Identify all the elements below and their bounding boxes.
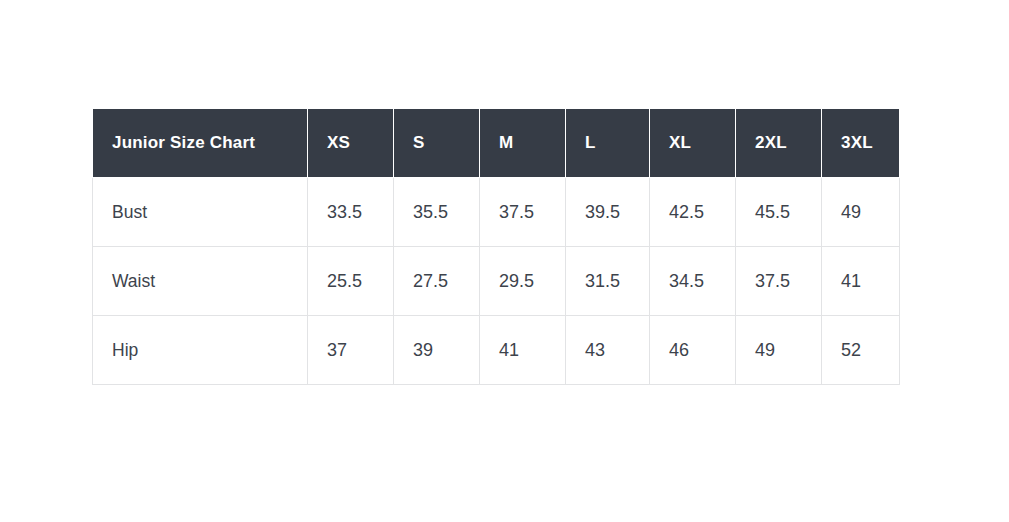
cell-waist-xl: 34.5 [650,247,736,316]
col-header-l: L [566,109,650,178]
cell-hip-m: 41 [480,316,566,385]
row-label-waist: Waist [93,247,308,316]
col-header-2xl: 2XL [736,109,822,178]
cell-bust-xs: 33.5 [308,178,394,247]
col-header-s: S [394,109,480,178]
col-header-xl: XL [650,109,736,178]
cell-waist-3xl: 41 [822,247,900,316]
cell-bust-m: 37.5 [480,178,566,247]
cell-waist-s: 27.5 [394,247,480,316]
cell-hip-s: 39 [394,316,480,385]
col-header-xs: XS [308,109,394,178]
row-label-bust: Bust [93,178,308,247]
table-row-hip: Hip 37 39 41 43 46 49 52 [93,316,900,385]
cell-waist-l: 31.5 [566,247,650,316]
table-row-bust: Bust 33.5 35.5 37.5 39.5 42.5 45.5 49 [93,178,900,247]
cell-bust-3xl: 49 [822,178,900,247]
cell-bust-2xl: 45.5 [736,178,822,247]
junior-size-chart-table: Junior Size Chart XS S M L XL 2XL 3XL Bu… [92,108,900,385]
cell-bust-l: 39.5 [566,178,650,247]
cell-waist-2xl: 37.5 [736,247,822,316]
cell-bust-s: 35.5 [394,178,480,247]
col-header-3xl: 3XL [822,109,900,178]
cell-hip-xl: 46 [650,316,736,385]
cell-hip-xs: 37 [308,316,394,385]
cell-hip-l: 43 [566,316,650,385]
cell-waist-xs: 25.5 [308,247,394,316]
row-label-hip: Hip [93,316,308,385]
cell-bust-xl: 42.5 [650,178,736,247]
table-row-waist: Waist 25.5 27.5 29.5 31.5 34.5 37.5 41 [93,247,900,316]
cell-hip-2xl: 49 [736,316,822,385]
cell-hip-3xl: 52 [822,316,900,385]
table-title: Junior Size Chart [93,109,308,178]
header-row: Junior Size Chart XS S M L XL 2XL 3XL [93,109,900,178]
cell-waist-m: 29.5 [480,247,566,316]
col-header-m: M [480,109,566,178]
